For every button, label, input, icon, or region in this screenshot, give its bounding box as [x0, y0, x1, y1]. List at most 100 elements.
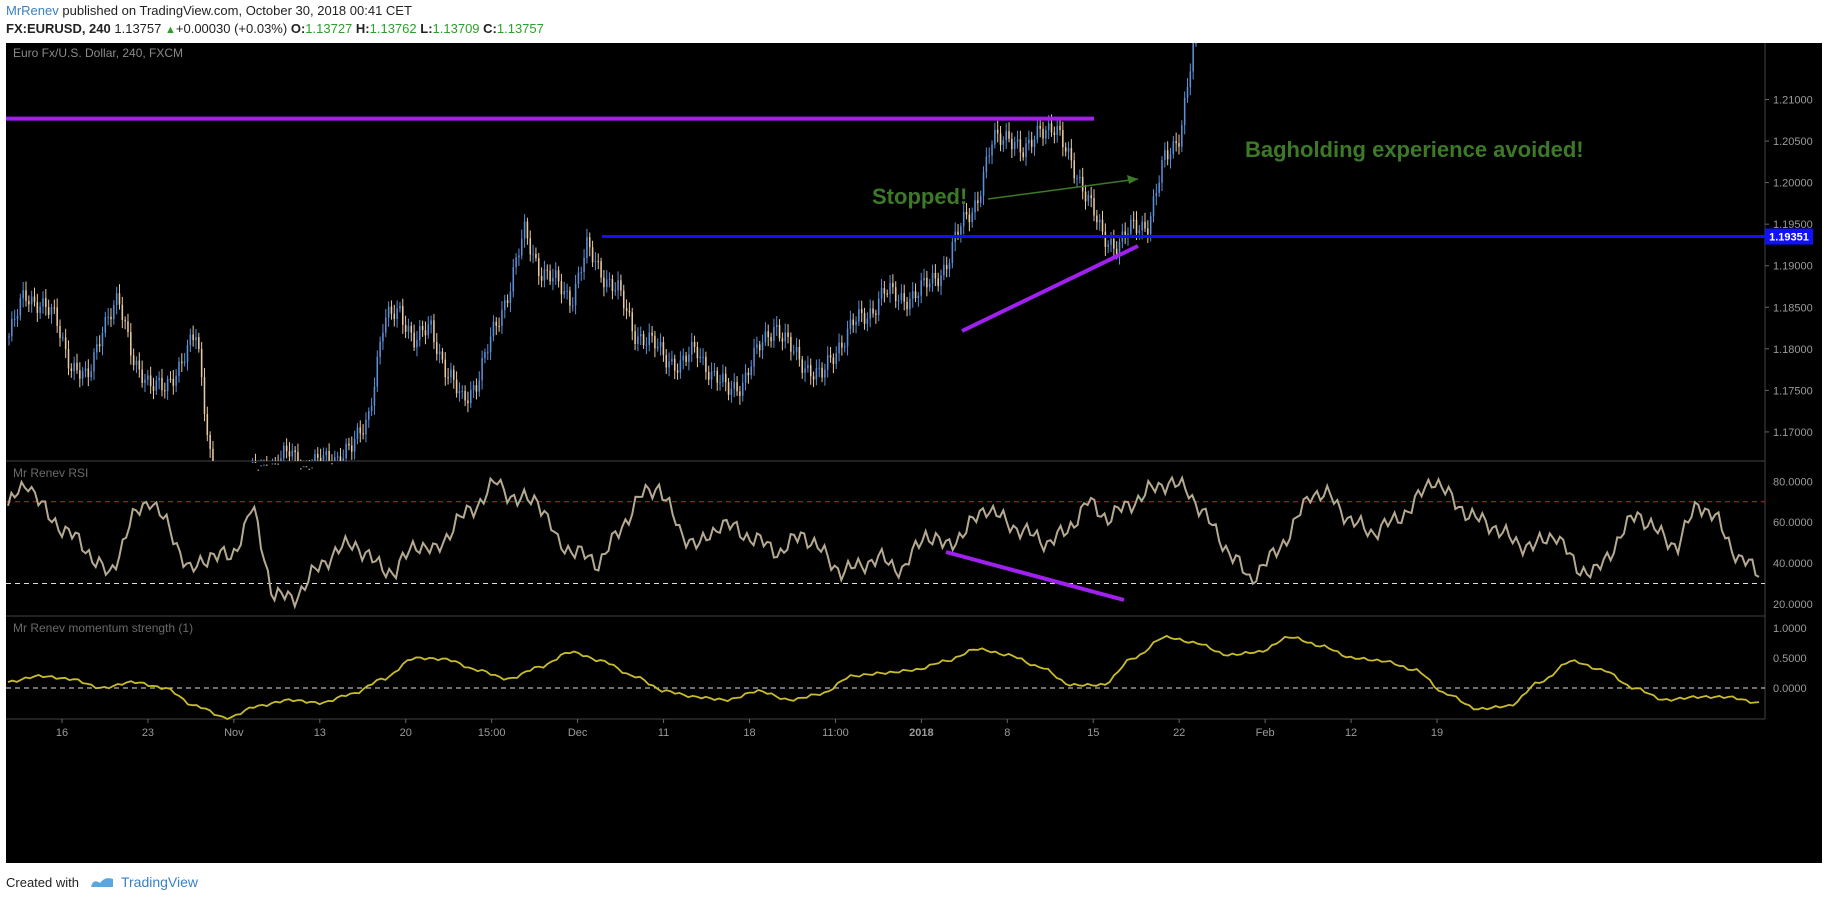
candle-body: [988, 155, 990, 157]
tradingview-brand[interactable]: TradingView: [89, 874, 198, 890]
candle-body: [93, 352, 95, 372]
candle-body: [815, 368, 818, 380]
symbol-label: FX:EURUSD, 240: [6, 21, 111, 36]
candle-body: [467, 400, 469, 404]
candle-body: [1030, 139, 1033, 147]
candle-body: [1056, 126, 1058, 135]
candle-body: [433, 320, 435, 343]
last-price: 1.13757: [114, 21, 162, 36]
candle-body: [178, 361, 180, 376]
chart-area[interactable]: Euro Fx/U.S. Dollar, 240, FXCM Mr Renev …: [6, 43, 1822, 863]
candle-body: [370, 405, 373, 412]
candle-body: [56, 307, 58, 326]
candle-body: [110, 316, 112, 320]
candle-body: [914, 291, 917, 299]
candle-body: [622, 290, 625, 309]
candle-body: [792, 351, 795, 353]
candle-body: [747, 372, 750, 376]
candle-body: [560, 281, 563, 295]
candle-body: [637, 336, 639, 344]
candle-body: [540, 275, 543, 281]
candle-body: [846, 328, 849, 347]
candle-body: [64, 337, 67, 350]
candle-body: [1002, 140, 1005, 145]
candle-body: [421, 326, 424, 331]
candle-body: [283, 445, 285, 459]
candle-body: [181, 361, 183, 364]
candle-body: [469, 389, 472, 404]
candle-body: [118, 293, 121, 305]
x-tick-label: 11: [658, 727, 669, 739]
candle-body: [965, 212, 968, 215]
candle-body: [764, 331, 767, 343]
price-trendline[interactable]: [961, 244, 1139, 333]
candle-body: [107, 316, 109, 318]
candle-body: [362, 433, 364, 435]
candle-body: [121, 304, 124, 321]
candle-body: [940, 275, 942, 286]
rsi-tick-label: 20.0000: [1773, 599, 1813, 611]
chart-svg[interactable]: Euro Fx/U.S. Dollar, 240, FXCM Mr Renev …: [6, 43, 1822, 863]
candle-body: [543, 269, 546, 281]
candle-body: [294, 450, 296, 452]
candle-body: [951, 242, 954, 264]
candle-body: [336, 456, 339, 458]
candle-body: [147, 375, 149, 380]
candle-body: [798, 347, 801, 360]
candle-body: [314, 453, 316, 461]
candle-body: [192, 334, 194, 341]
candle-body: [982, 172, 985, 196]
candle-body: [645, 344, 648, 346]
candle-body: [869, 308, 871, 319]
rsi-pane-title: Mr Renev RSI: [13, 466, 88, 480]
candle-body: [1158, 182, 1160, 193]
candle-body: [127, 321, 129, 333]
candle-body: [8, 336, 10, 338]
candle-body: [713, 370, 716, 372]
candle-body: [1079, 176, 1081, 179]
candle-body: [135, 360, 138, 366]
candle-body: [1042, 128, 1044, 139]
candle-body: [404, 324, 407, 332]
candle-body: [577, 272, 580, 284]
candle-body: [900, 293, 903, 301]
candle-body: [359, 427, 362, 434]
candle-body: [999, 133, 1002, 145]
candle-body: [665, 355, 668, 368]
candle-body: [1152, 196, 1155, 217]
candle-body: [546, 269, 549, 271]
candle-body: [1164, 150, 1166, 160]
candle-body: [492, 321, 495, 337]
candle-body: [979, 195, 982, 203]
candle-body: [1138, 230, 1141, 234]
x-tick-label: 11:00: [822, 727, 849, 739]
candle-body: [22, 290, 24, 299]
candle-body: [311, 467, 313, 469]
chart-header: MrRenev published on TradingView.com, Oc…: [6, 2, 544, 38]
candle-body: [668, 361, 670, 368]
candle-body: [45, 298, 47, 308]
candle-body: [860, 309, 863, 313]
high-value: 1.13762: [369, 21, 417, 36]
candle-body: [855, 321, 857, 326]
candle-body: [1110, 238, 1112, 245]
price-label-box: [1765, 228, 1813, 245]
candle-body: [498, 325, 500, 327]
candle-body: [353, 439, 356, 452]
candle-body: [1064, 147, 1067, 152]
candle-body: [1050, 123, 1053, 133]
candle-body: [554, 270, 557, 278]
candle-body: [631, 312, 634, 332]
candle-body: [87, 368, 90, 378]
candle-body: [957, 231, 959, 235]
candle-body: [161, 378, 163, 391]
candle-body: [736, 382, 738, 392]
candle-body: [169, 378, 172, 380]
author-link[interactable]: MrRenev: [6, 3, 59, 18]
x-tick-label: 22: [1173, 727, 1185, 739]
candle-body: [424, 330, 427, 336]
rsi-trendline[interactable]: [945, 550, 1125, 602]
candle-body: [773, 327, 775, 342]
candle-body: [968, 214, 971, 223]
candle-body: [297, 451, 299, 461]
